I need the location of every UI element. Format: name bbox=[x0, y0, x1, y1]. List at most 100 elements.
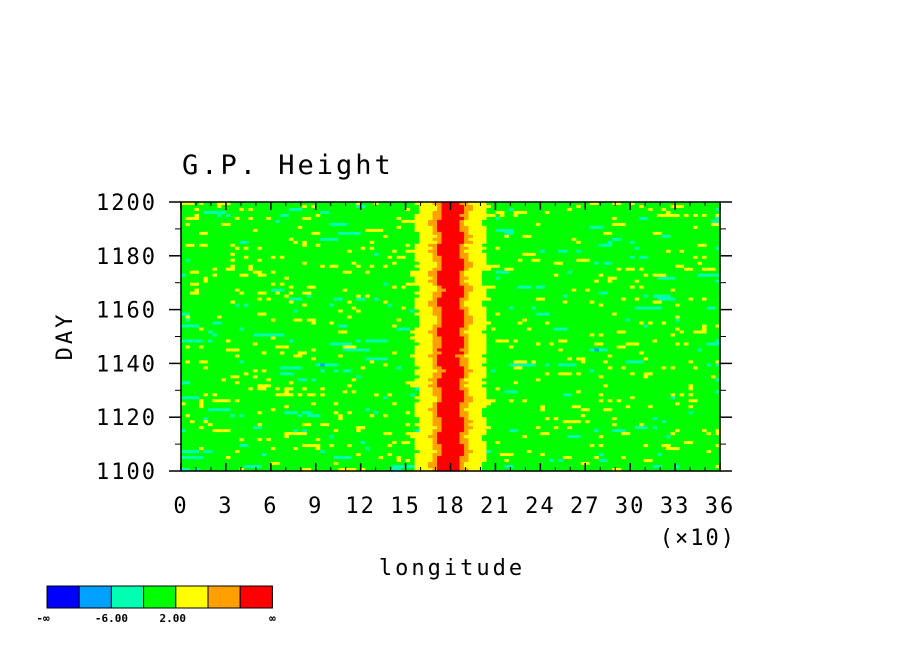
heatmap-cell bbox=[405, 318, 411, 323]
heatmap-cell bbox=[535, 219, 541, 224]
heatmap-cell bbox=[540, 273, 546, 278]
heatmap-cell bbox=[383, 273, 389, 278]
heatmap-cell bbox=[567, 303, 573, 308]
heatmap-cell bbox=[194, 204, 200, 209]
heatmap-cell bbox=[666, 321, 672, 326]
heatmap-cell bbox=[598, 231, 604, 236]
heatmap-cell bbox=[567, 240, 573, 245]
heatmap-cell bbox=[481, 231, 488, 236]
heatmap-cell bbox=[549, 240, 555, 245]
heatmap-cell bbox=[562, 202, 568, 206]
heatmap-cell bbox=[603, 264, 609, 269]
heatmap-cell bbox=[248, 231, 254, 236]
heatmap-cell bbox=[243, 261, 249, 266]
heatmap-cell bbox=[428, 213, 434, 218]
heatmap-cell bbox=[401, 285, 407, 290]
heatmap-cell bbox=[216, 291, 223, 296]
heatmap-cell bbox=[576, 291, 582, 296]
heatmap-cell bbox=[428, 282, 434, 287]
heatmap-cell bbox=[302, 234, 308, 239]
heatmap-cell bbox=[261, 321, 267, 326]
heatmap-cell bbox=[284, 249, 290, 254]
heatmap-cell bbox=[437, 288, 443, 293]
heatmap-cell bbox=[706, 246, 712, 251]
heatmap-cell bbox=[302, 246, 308, 251]
heatmap-cell bbox=[526, 294, 532, 299]
heatmap-cell bbox=[576, 204, 582, 209]
heatmap-cell bbox=[535, 306, 541, 311]
heatmap-cell bbox=[423, 312, 429, 317]
heatmap-cell bbox=[549, 315, 555, 320]
heatmap-cell bbox=[706, 312, 712, 317]
heatmap-cell bbox=[688, 243, 694, 248]
heatmap-cell bbox=[257, 294, 263, 299]
heatmap-cell bbox=[661, 202, 667, 206]
heatmap-cell bbox=[558, 246, 564, 251]
heatmap-cell bbox=[414, 303, 420, 308]
heatmap-cell bbox=[347, 255, 353, 260]
heatmap-cell bbox=[275, 246, 281, 251]
heatmap-cell bbox=[486, 315, 492, 320]
heatmap-cell bbox=[684, 321, 690, 326]
heatmap-cell bbox=[531, 306, 537, 311]
heatmap-cell bbox=[293, 270, 299, 275]
heatmap-cell bbox=[333, 318, 339, 323]
heatmap-cell bbox=[248, 321, 254, 326]
heatmap-cell bbox=[594, 264, 600, 269]
heatmap-cell bbox=[490, 237, 497, 242]
heatmap-cell bbox=[437, 321, 443, 326]
heatmap-cell bbox=[580, 303, 586, 308]
heatmap-cell bbox=[463, 300, 470, 305]
heatmap-cell bbox=[293, 207, 299, 212]
heatmap-cell bbox=[468, 231, 474, 236]
heatmap-cell bbox=[212, 315, 218, 320]
heatmap-cell bbox=[567, 231, 573, 236]
heatmap-cell bbox=[472, 312, 479, 317]
heatmap-cell bbox=[432, 273, 438, 278]
heatmap-cell bbox=[410, 202, 416, 206]
heatmap-cell bbox=[679, 291, 685, 296]
heatmap-cell bbox=[234, 309, 240, 314]
heatmap-cell bbox=[535, 210, 541, 215]
heatmap-cell bbox=[297, 288, 303, 293]
heatmap-cell bbox=[549, 300, 555, 305]
heatmap-cell bbox=[396, 213, 402, 218]
heatmap-cell bbox=[437, 312, 443, 317]
heatmap-cell bbox=[194, 270, 200, 275]
heatmap-cell bbox=[212, 282, 218, 287]
heatmap-cell bbox=[571, 202, 577, 206]
heatmap-cell bbox=[297, 273, 303, 278]
heatmap-cell bbox=[297, 225, 303, 230]
heatmap-cell bbox=[396, 231, 402, 236]
heatmap-cell bbox=[616, 219, 622, 224]
heatmap-cell bbox=[306, 210, 312, 215]
heatmap-cell bbox=[679, 228, 685, 233]
heatmap-cell bbox=[234, 204, 240, 209]
heatmap-cell bbox=[405, 240, 411, 245]
heatmap-cell bbox=[441, 291, 447, 296]
heatmap-cell bbox=[378, 270, 384, 275]
heatmap-cell bbox=[517, 288, 523, 293]
heatmap-cell bbox=[607, 315, 613, 320]
heatmap-cell bbox=[338, 252, 344, 257]
heatmap-cell bbox=[463, 237, 470, 242]
heatmap-cell bbox=[621, 291, 627, 296]
heatmap-cell bbox=[589, 246, 595, 251]
heatmap-cell bbox=[320, 207, 326, 212]
heatmap-cell bbox=[194, 282, 200, 287]
heatmap-cell bbox=[446, 267, 452, 272]
heatmap-cell bbox=[580, 264, 586, 269]
heatmap-cell bbox=[526, 261, 532, 266]
heatmap-cell bbox=[450, 252, 456, 257]
heatmap-cell bbox=[486, 270, 492, 275]
heatmap-cell bbox=[293, 294, 299, 299]
heatmap-cell bbox=[266, 324, 272, 329]
heatmap-cell bbox=[306, 270, 312, 275]
heatmap-cell bbox=[266, 312, 272, 317]
heatmap-cell bbox=[230, 324, 236, 329]
heatmap-cell bbox=[333, 228, 339, 233]
heatmap-cell bbox=[203, 297, 209, 302]
heatmap-cell bbox=[181, 216, 187, 221]
heatmap-cell bbox=[630, 231, 636, 236]
heatmap-cell bbox=[221, 204, 227, 209]
